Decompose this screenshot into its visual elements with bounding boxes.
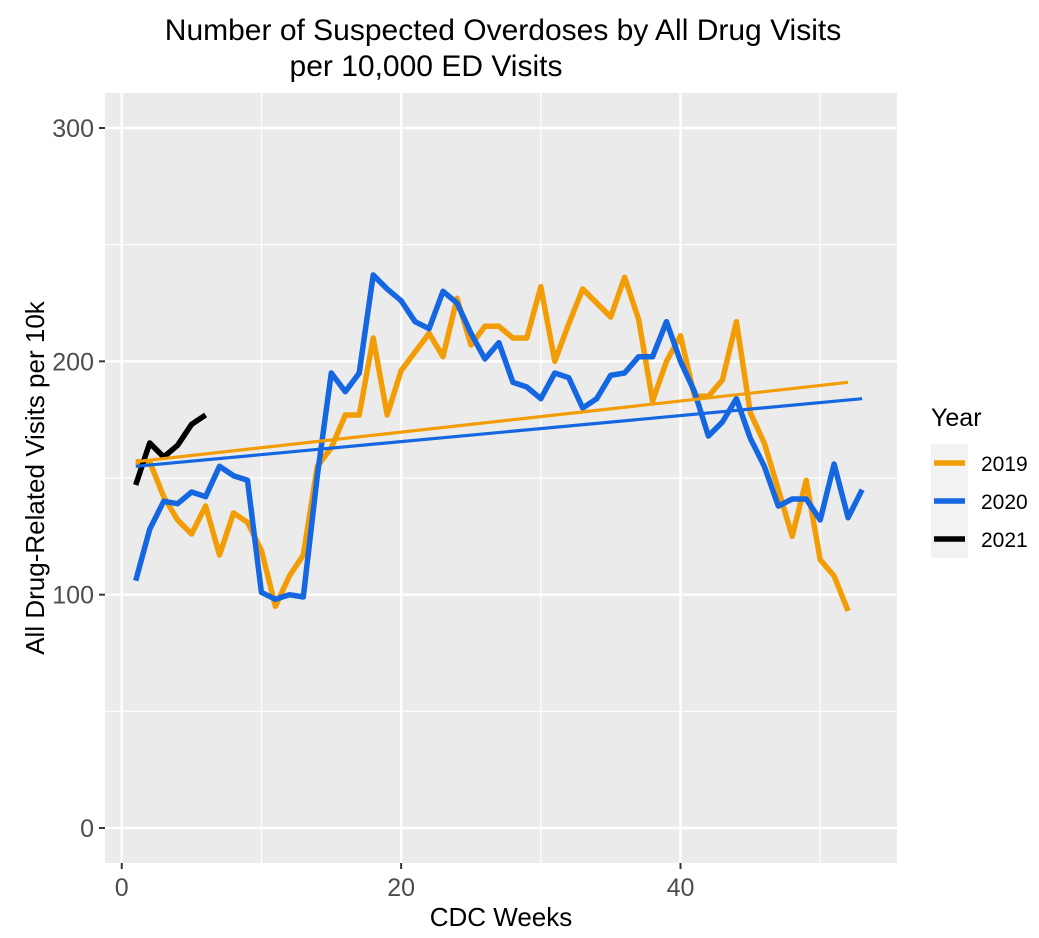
series-line-2021: [133, 412, 208, 486]
y-tick-label: 100: [52, 582, 94, 610]
y-tick-label: 0: [80, 815, 94, 843]
y-axis-label: All Drug-Related Visits per 10k: [20, 300, 50, 655]
x-tick-label: 20: [387, 874, 415, 902]
legend-label-2021: 2021: [981, 529, 1028, 552]
series-line-2020: [133, 272, 865, 603]
trend-line-2020: [135, 397, 863, 468]
legend-label-2020: 2020: [981, 491, 1028, 514]
legend-label-2019: 2019: [981, 453, 1028, 476]
x-axis-label: CDC Weeks: [430, 902, 573, 932]
trend-line-2019: [135, 380, 849, 464]
y-axis: 0 100 200 300: [52, 115, 105, 843]
y-tick-label: 300: [52, 115, 94, 143]
y-tick-label: 200: [52, 348, 94, 376]
legend: Year 2019 2020 2021: [931, 404, 1028, 558]
chart-title-line1: Number of Suspected Overdoses by All Dru…: [165, 14, 841, 47]
grid-major: [105, 93, 897, 863]
series-layer: [133, 272, 865, 613]
legend-title: Year: [931, 404, 982, 432]
x-tick-label: 40: [667, 874, 695, 902]
chart-title-line2: per 10,000 ED Visits: [290, 50, 563, 83]
grid-minor: [105, 93, 897, 863]
x-axis: 0 20 40: [115, 863, 695, 902]
x-tick-label: 0: [115, 874, 129, 902]
